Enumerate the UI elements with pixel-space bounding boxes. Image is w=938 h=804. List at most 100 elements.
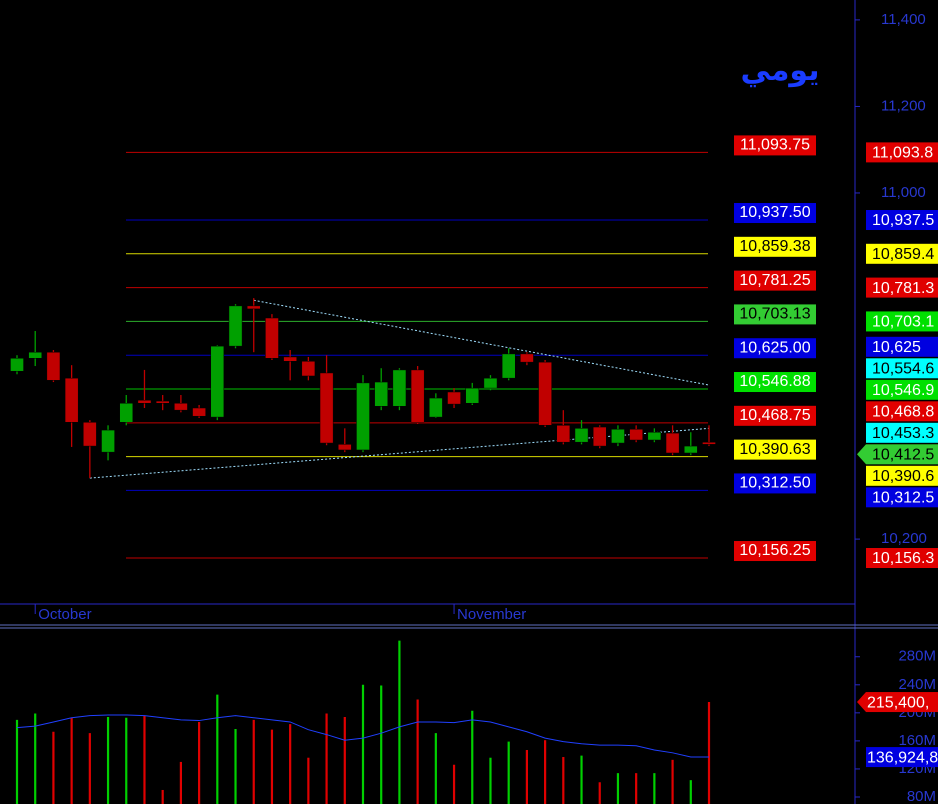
candle-body [392,369,407,407]
candle-body [629,428,643,441]
candle-body [356,382,370,451]
price-tag-label: 10,453.3 [872,425,934,442]
trend-line [253,299,710,386]
fib-level-label: 10,625.00 [739,339,810,356]
fib-level-box [734,473,816,494]
fib-level-label: 10,390.63 [739,441,810,458]
volume-tag [866,747,938,768]
fib-level-box [734,270,816,291]
price-tag-label: 10,703.1 [872,314,934,331]
price-tag-label: 11,093.8 [872,145,933,162]
volume-tag [866,692,938,713]
price-tag [866,336,938,357]
y-tick-label: 80M [907,788,936,804]
fib-level-label: 10,937.50 [739,204,810,221]
candle-body [538,361,552,426]
price-tag [866,422,938,443]
price-tag [866,243,938,264]
y-tick-label: 10,200 [881,530,927,547]
candle-body [28,351,43,359]
fib-level-label: 10,859.38 [739,238,810,255]
price-tag [866,379,938,400]
candle-body [174,402,188,411]
candle-body [574,428,589,443]
price-tag-label: 10,546.9 [872,382,934,399]
candle-body [210,345,225,418]
price-tag-label: 10,554.6 [872,361,934,378]
candle-body [447,391,461,405]
candle-body [64,377,79,423]
fib-level-box [734,439,816,460]
fib-level-label: 10,546.88 [739,373,810,390]
price-tag [866,401,938,422]
candle-body [702,441,716,445]
price-tag-label: 10,312.5 [872,490,934,507]
price-tag-label: 10,412.5 [872,447,934,464]
candle-body [410,369,425,423]
candle-body [155,400,170,404]
candle-body [83,422,97,447]
fib-level-label: 10,468.75 [739,407,810,424]
price-tag-label: 10,625 [872,339,921,356]
y-tick-label: 240M [898,676,936,693]
chart-title: يومي [741,54,820,88]
fib-level-label: 10,312.50 [739,475,810,492]
candle-body [46,351,61,381]
fib-level-label: 10,156.25 [739,542,810,559]
price-tag-label: 10,390.6 [872,468,934,485]
price-tag [866,358,938,379]
candle-body [265,317,279,359]
fib-level-box [734,236,816,257]
candle-body [683,445,698,454]
x-tick-label: November [457,606,526,623]
y-tick-label: 11,000 [881,184,926,201]
price-tag-label: 10,781.3 [872,280,934,297]
candle-body [501,353,516,379]
fib-level-box [734,405,816,426]
volume-tag-label: 215,400, [867,694,929,711]
fib-level-box [734,135,816,156]
fib-level-box [734,304,816,325]
volume-average [16,714,709,758]
volume-tag-label: 136,924,8 [867,749,938,766]
price-tag-label: 10,937.5 [872,212,934,229]
last-price-arrow [857,444,866,465]
y-tick-label: 280M [898,648,936,665]
candle-body [119,402,134,423]
price-tag [866,210,938,231]
fib-level-box [734,203,816,224]
candle-body [301,361,316,377]
fib-level-box [734,541,816,562]
candle-body [647,431,662,441]
y-tick-label: 11,400 [881,11,926,28]
candle-body [319,372,334,444]
candle-body [611,428,625,444]
price-tag-label: 10,156.3 [872,550,934,567]
candle-body [483,377,498,389]
fib-level-label: 11,093.75 [740,137,810,154]
candle-body [592,426,607,447]
candle-body [246,305,261,310]
price-tag [866,487,938,508]
y-tick-label: 11,200 [881,97,926,114]
candle-body [520,353,534,363]
price-tag-label: 10,468.8 [872,404,934,421]
price-tag-label: 10,859.4 [872,246,934,263]
price-tag [866,444,938,465]
price-tag [866,142,938,163]
candle-body [465,387,480,404]
fib-level-box [734,372,816,393]
candle-body [429,397,443,418]
fib-level-label: 10,781.25 [739,272,810,289]
x-tick-label: October [38,606,91,623]
price-tag [866,465,938,486]
candle-body [10,357,24,372]
price-tag [866,277,938,298]
y-tick-label: 160M [898,732,936,749]
candle-body [101,429,115,453]
candle-body [337,444,352,451]
fib-level-box [734,338,816,359]
price-tag [866,548,938,569]
